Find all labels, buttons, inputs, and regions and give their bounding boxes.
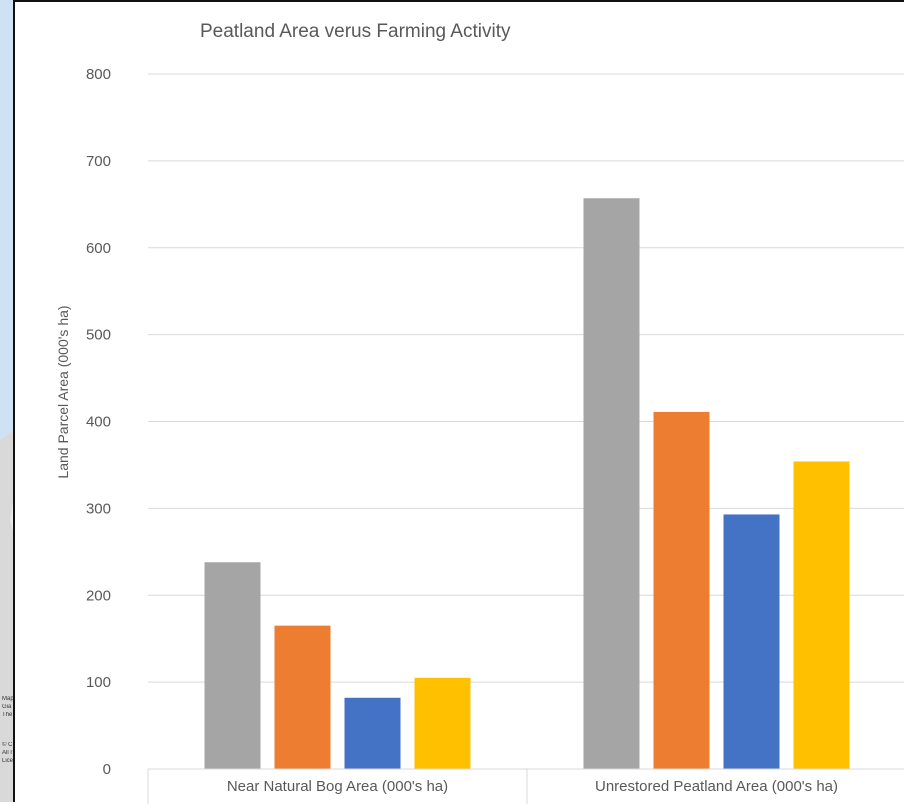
bar	[793, 461, 850, 769]
y-tick-label: 600	[86, 240, 111, 257]
gridlines	[148, 73, 904, 683]
y-tick-label: 700	[86, 153, 111, 170]
bar-chart: 0 100 200 300 400 500 600 700 800 Near Natural B…	[55, 66, 904, 804]
category-axis: Near Natural Bog Area (000's ha) Unrestor…	[147, 768, 904, 804]
y-tick-label: 100	[86, 674, 111, 691]
y-tick-label: 400	[86, 414, 111, 431]
y-tick-label: 200	[86, 587, 111, 604]
map-attribution-line: Gia	[2, 704, 12, 710]
bar	[274, 625, 331, 769]
y-tick-label: 500	[86, 327, 111, 344]
bar	[344, 697, 401, 769]
y-tick-label: 300	[86, 500, 111, 517]
chart-panel: Peatland Area verus Farming Activity 0 10…	[13, 0, 904, 804]
map-attribution-line: © C	[2, 742, 13, 748]
bar	[204, 562, 261, 769]
map-attribution-line: Map	[2, 696, 14, 702]
bars	[204, 198, 850, 769]
y-tick-label: 0	[103, 761, 111, 778]
map-attribution-line: The	[2, 712, 13, 718]
bar	[583, 198, 640, 769]
bar	[414, 677, 471, 769]
bar	[653, 411, 710, 769]
x-category-label: Near Natural Bog Area (000's ha)	[227, 778, 448, 795]
map-attribution-line: All r	[2, 750, 13, 756]
bar	[723, 514, 780, 769]
y-axis-title: Land Parcel Area (000's ha)	[55, 305, 71, 478]
map-attribution-line: Lice	[2, 758, 14, 764]
chart-title: Peatland Area verus Farming Activity	[200, 21, 511, 42]
x-category-label: Unrestored Peatland Area (000's ha)	[595, 778, 838, 795]
y-tick-label: 800	[86, 66, 111, 83]
y-axis-ticks: 0 100 200 300 400 500 600 700 800	[86, 66, 111, 778]
